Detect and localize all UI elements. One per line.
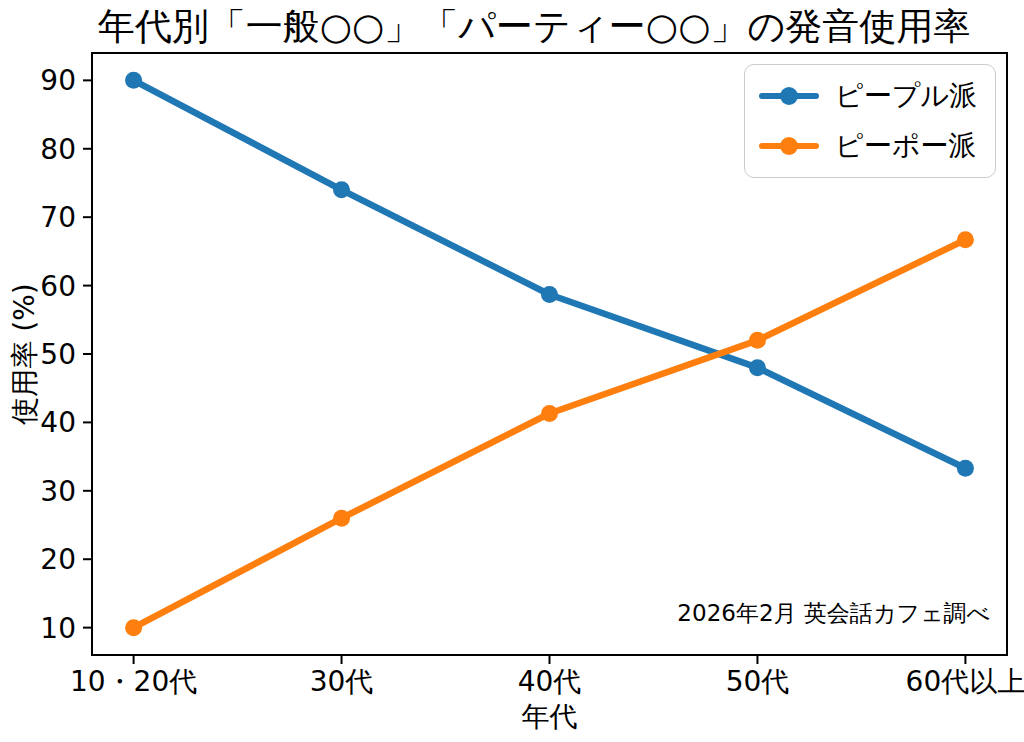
y-tick-label: 30 [40, 475, 76, 508]
series-marker-1 [749, 332, 766, 349]
y-axis-label: 使用率 (%) [6, 283, 44, 424]
series-marker-0 [957, 460, 974, 477]
series-marker-0 [333, 181, 350, 198]
legend-label-peopuru: ピープル派 [835, 77, 977, 115]
x-tick-label: 10・20代 [70, 665, 197, 698]
y-tick-label: 40 [40, 406, 76, 439]
series-marker-1 [541, 405, 558, 422]
legend-marker-dot-orange [780, 137, 798, 155]
source-annotation: 2026年2月 英会話カフェ調べ [677, 598, 990, 629]
y-tick-label: 10 [40, 612, 76, 645]
series-marker-0 [125, 72, 142, 89]
x-tick-label: 30代 [310, 665, 374, 698]
series-marker-1 [333, 510, 350, 527]
legend-line-swatch-orange [759, 143, 819, 150]
series-marker-1 [957, 231, 974, 248]
legend-label-peepoo: ピーポー派 [835, 127, 976, 165]
x-axis-label: 年代 [92, 698, 1007, 736]
x-tick-label: 40代 [518, 665, 582, 698]
x-tick-label: 50代 [726, 665, 790, 698]
legend-marker-dot-blue [780, 87, 798, 105]
legend-entry-peepoo: ピーポー派 [759, 127, 977, 165]
y-tick-label: 50 [40, 338, 76, 371]
y-tick-label: 80 [40, 133, 76, 166]
legend: ピープル派 ピーポー派 [744, 64, 996, 178]
y-tick-label: 70 [40, 201, 76, 234]
series-marker-1 [125, 619, 142, 636]
y-tick-label: 20 [40, 543, 76, 576]
legend-line-swatch-blue [759, 93, 819, 100]
chart-title: 年代別「一般○○」「パーティー○○」の発音使用率 [54, 2, 1014, 52]
x-tick-label: 60代以上 [906, 665, 1024, 698]
series-marker-0 [541, 286, 558, 303]
y-tick-label: 60 [40, 270, 76, 303]
figure: 10 20 30 40 50 60 70 80 90 10・20代 30代 40代 50代 60代以上 年… [0, 0, 1024, 742]
legend-entry-peopuru: ピープル派 [759, 77, 977, 115]
y-tick-label: 90 [40, 64, 76, 97]
series-marker-0 [749, 359, 766, 376]
